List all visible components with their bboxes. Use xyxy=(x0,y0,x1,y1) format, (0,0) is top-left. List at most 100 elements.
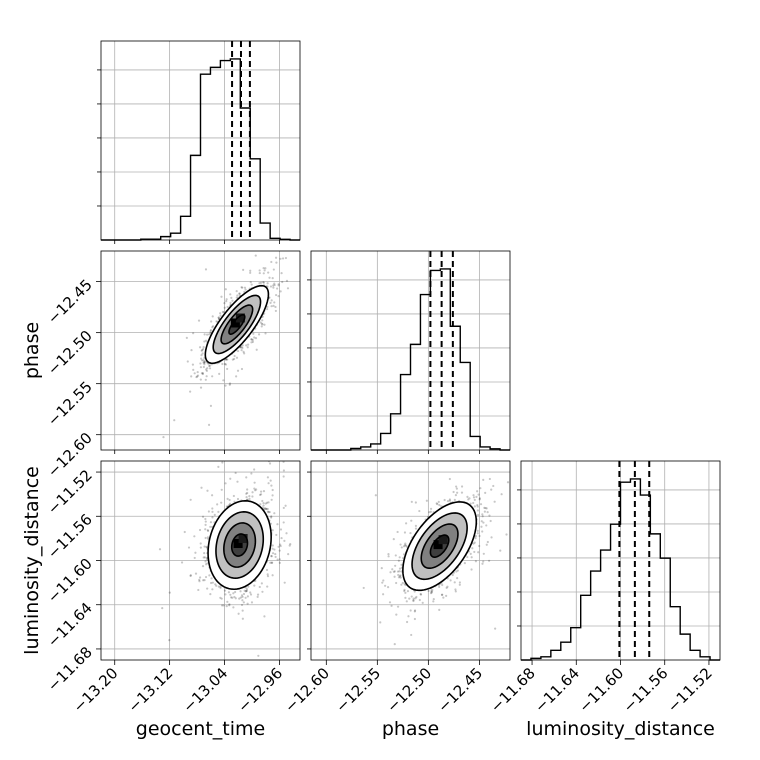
scatter-point xyxy=(455,487,458,490)
scatter-point xyxy=(485,524,488,527)
scatter-point xyxy=(277,545,280,548)
scatter-point xyxy=(239,590,242,593)
joint-2-content xyxy=(362,477,510,646)
scatter-point xyxy=(250,601,254,604)
scatter-point xyxy=(236,349,240,353)
scatter-point xyxy=(200,486,203,489)
scatter-point xyxy=(486,511,489,514)
scatter-point xyxy=(387,552,390,556)
scatter-point xyxy=(211,315,214,318)
scatter-point xyxy=(435,502,438,505)
scatter-point xyxy=(472,494,475,497)
scatter-point xyxy=(248,497,251,500)
y-axis-title-luminosity_distance: luminosity_distance xyxy=(21,466,43,655)
scatter-point xyxy=(191,363,195,366)
scatter-point xyxy=(226,358,229,361)
scatter-point xyxy=(276,558,279,561)
scatter-point xyxy=(203,361,206,364)
scatter-point xyxy=(429,510,432,513)
scatter-point xyxy=(208,364,211,368)
scatter-point xyxy=(454,494,458,497)
scatter-point xyxy=(387,585,390,589)
scatter-point xyxy=(205,545,208,548)
scatter-point xyxy=(488,559,491,562)
scatter-point xyxy=(274,309,277,313)
scatter-point xyxy=(200,372,204,375)
scatter-point xyxy=(418,598,421,602)
scatter-point xyxy=(236,369,240,372)
scatter-point xyxy=(394,554,397,557)
scatter-point xyxy=(203,360,207,363)
scatter-point xyxy=(389,571,392,574)
scatter-point xyxy=(209,521,213,524)
scatter-point xyxy=(243,286,247,289)
scatter-point xyxy=(402,545,406,548)
scatter-point xyxy=(201,348,204,352)
scatter-point xyxy=(255,488,258,491)
scatter-point xyxy=(413,590,416,593)
density-peak-cell xyxy=(438,535,448,545)
scatter-point xyxy=(240,594,244,597)
scatter-point xyxy=(468,497,471,500)
contour-line-1 xyxy=(220,304,254,345)
scatter-point xyxy=(257,333,261,336)
scatter-point xyxy=(482,478,485,481)
scatter-point xyxy=(474,560,478,563)
scatter-point xyxy=(380,567,383,570)
scatter-point xyxy=(216,503,219,506)
scatter-point xyxy=(399,543,402,546)
scatter-point xyxy=(204,339,208,342)
scatter-point xyxy=(240,349,243,352)
scatter-point xyxy=(410,500,413,503)
scatter-point xyxy=(271,529,274,532)
scatter-point xyxy=(245,589,248,592)
density-peak-cell xyxy=(433,540,443,550)
contour-line-3 xyxy=(402,501,478,592)
scatter-point xyxy=(236,497,240,501)
scatter-point xyxy=(245,587,249,591)
scatter-point xyxy=(485,543,488,546)
scatter-point xyxy=(270,516,273,519)
scatter-point xyxy=(393,642,396,646)
scatter-point xyxy=(446,499,450,503)
scatter-point xyxy=(192,332,195,335)
scatter-point xyxy=(207,537,210,540)
scatter-point xyxy=(405,600,408,603)
scatter-point xyxy=(222,311,225,314)
scatter-point xyxy=(388,601,392,604)
scatter-point xyxy=(200,349,203,352)
scatter-point xyxy=(475,495,478,498)
scatter-point xyxy=(270,561,273,564)
scatter-point xyxy=(204,528,207,531)
scatter-point xyxy=(266,575,270,578)
scatter-point xyxy=(246,595,249,598)
scatter-point xyxy=(241,599,244,602)
scatter-point xyxy=(254,337,258,340)
scatter-point xyxy=(443,498,446,502)
scatter-point xyxy=(224,358,228,361)
scatter-point xyxy=(493,500,496,503)
scatter-point xyxy=(220,501,223,504)
scatter-point xyxy=(241,286,244,289)
scatter-point xyxy=(436,502,439,506)
scatter-point xyxy=(242,592,246,596)
scatter-point xyxy=(277,284,280,287)
scatter-point xyxy=(399,574,402,577)
scatter-point xyxy=(222,379,225,382)
scatter-point xyxy=(398,567,402,570)
scatter-point xyxy=(413,617,416,621)
scatter-point xyxy=(409,609,412,612)
scatter-point xyxy=(235,296,238,299)
scatter-point xyxy=(244,288,247,291)
scatter-point xyxy=(270,484,273,487)
scatter-point xyxy=(430,591,433,594)
scatter-point xyxy=(400,583,403,586)
scatter-point xyxy=(269,301,272,304)
scatter-point xyxy=(229,593,232,596)
scatter-point xyxy=(180,561,184,564)
scatter-point xyxy=(257,654,260,657)
scatter-point xyxy=(482,521,485,524)
scatter-point xyxy=(275,261,278,264)
scatter-point xyxy=(206,529,210,533)
